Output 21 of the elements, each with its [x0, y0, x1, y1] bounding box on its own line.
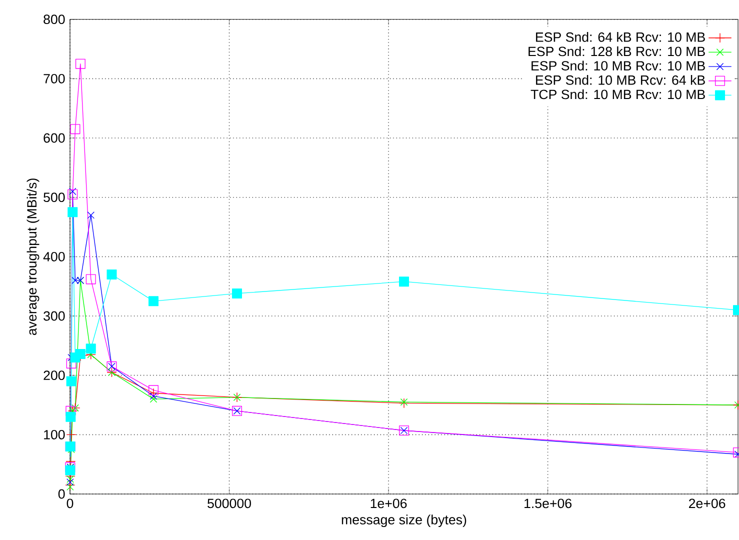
y-tick-label: 400 [43, 252, 65, 262]
x-tick-label: 2e+06 [689, 498, 726, 508]
legend-label: ESP Snd: 10 MB Rcv: 64 kB [536, 75, 705, 85]
x-tick-label: 1e+06 [370, 498, 407, 508]
y-tick-label: 800 [44, 14, 65, 24]
y-tick-label: 0 [58, 489, 65, 499]
x-tick-label: 1.5e+06 [524, 498, 572, 508]
y-tick-label: 700 [44, 74, 65, 84]
y-tick-label: 300 [44, 311, 65, 321]
legend-label: ESP Snd: 64 kB Rcv: 10 MB [536, 32, 705, 42]
legend-label: ESP Snd: 128 kB Rcv: 10 MB [528, 46, 705, 56]
y-tick-label: 500 [44, 192, 65, 202]
y-tick-label: 200 [44, 370, 65, 380]
y-tick-label: 100 [44, 430, 65, 440]
legend-label: TCP Snd: 10 MB Rcv: 10 MB [530, 89, 705, 100]
y-tick-label: 600 [44, 133, 65, 143]
x-tick-label: 500000 [208, 498, 251, 508]
x-tick-label: 0 [66, 498, 74, 508]
y-axis-title: average troughput (MBit/s) [26, 178, 40, 336]
legend-label: ESP Snd: 10 MB Rcv: 10 MB [532, 60, 705, 71]
x-axis-title: message size (bytes) [342, 514, 466, 528]
